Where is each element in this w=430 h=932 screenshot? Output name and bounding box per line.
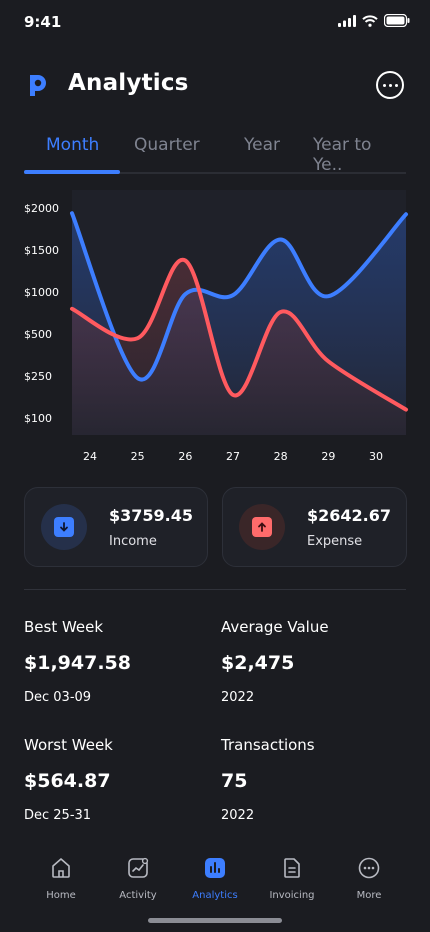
y-tick-label: $500	[24, 328, 52, 341]
active-tab-indicator	[24, 170, 120, 174]
nav-activity[interactable]: Activity	[98, 856, 178, 901]
tab-quarter[interactable]: Quarter	[134, 135, 200, 155]
nav-invoicing[interactable]: Invoicing	[252, 856, 332, 901]
expense-label: Expense	[307, 534, 363, 549]
invoice-icon	[284, 858, 300, 878]
expense-series-area	[72, 259, 406, 435]
nav-home-label: Home	[46, 890, 76, 901]
arrow-down-icon	[54, 517, 74, 537]
nav-analytics[interactable]: Analytics	[175, 856, 255, 901]
status-time: 9:41	[24, 13, 62, 31]
dot-icon	[382, 83, 386, 87]
activity-icon	[128, 857, 149, 878]
bottom-navigation: Home Activity Analytics Invoicing	[0, 848, 430, 918]
period-tabs: Month Quarter Year Year to Ye..	[24, 132, 406, 175]
worst-week-title: Worst Week	[24, 736, 113, 754]
best-week-range: Dec 03-09	[24, 690, 92, 705]
average-value-title: Average Value	[221, 618, 329, 636]
expense-amount: $2642.67	[307, 506, 392, 525]
dot-icon	[394, 83, 398, 87]
average-value: $2,475	[221, 652, 295, 674]
y-tick-label: $1500	[24, 244, 59, 257]
analytics-chart: $2000 $1500 $1000 $500 $250 $100 24 25 26 27 28 29…	[0, 190, 430, 480]
income-card[interactable]: $3759.45 Income	[24, 487, 208, 567]
transactions-year: 2022	[221, 808, 255, 823]
x-tick-label: 25	[131, 450, 145, 463]
y-tick-label: $1000	[24, 286, 59, 299]
dot-icon	[388, 83, 392, 87]
nav-activity-label: Activity	[119, 890, 157, 901]
app-logo-icon	[30, 75, 46, 96]
best-week-title: Best Week	[24, 618, 104, 636]
y-tick-label: $250	[24, 370, 52, 383]
tab-year[interactable]: Year	[244, 135, 280, 155]
expense-icon-bg	[239, 504, 285, 550]
income-amount: $3759.45	[109, 506, 194, 525]
y-tick-label: $100	[24, 412, 52, 425]
nav-more-label: More	[356, 890, 382, 901]
average-value-year: 2022	[221, 690, 255, 705]
x-tick-label: 24	[83, 450, 97, 463]
x-tick-label: 27	[226, 450, 240, 463]
best-week-value: $1,947.58	[24, 652, 131, 674]
expense-series-line	[70, 257, 408, 412]
nav-more[interactable]: More	[329, 856, 409, 901]
worst-week-range: Dec 25-31	[24, 808, 92, 823]
page-title: Analytics	[68, 70, 189, 96]
income-label: Income	[109, 534, 157, 549]
home-icon	[52, 858, 70, 878]
nav-invoicing-label: Invoicing	[269, 890, 315, 901]
analytics-icon	[205, 858, 225, 878]
nav-home[interactable]: Home	[21, 856, 101, 901]
transactions-value: 75	[221, 770, 248, 792]
expense-card[interactable]: $2642.67 Expense	[222, 487, 407, 567]
income-icon-bg	[41, 504, 87, 550]
status-icons	[338, 14, 410, 27]
nav-analytics-label: Analytics	[192, 890, 238, 901]
worst-week-value: $564.87	[24, 770, 111, 792]
transactions-title: Transactions	[221, 736, 315, 754]
tab-year-to-date[interactable]: Year to Ye..	[313, 135, 372, 175]
x-tick-label: 30	[369, 450, 383, 463]
tab-month[interactable]: Month	[46, 135, 100, 155]
x-tick-label: 28	[274, 450, 288, 463]
x-tick-label: 29	[321, 450, 335, 463]
income-series-line	[70, 211, 408, 382]
signal-icon	[338, 14, 356, 27]
chart-svg: $2000 $1500 $1000 $500 $250 $100 24 25 26 27 28 29…	[24, 190, 408, 463]
home-indicator	[148, 918, 282, 923]
more-options-button[interactable]	[376, 71, 404, 99]
more-icon	[358, 857, 380, 879]
arrow-up-icon	[252, 517, 272, 537]
x-tick-label: 26	[178, 450, 192, 463]
wifi-icon	[362, 14, 378, 27]
y-tick-label: $2000	[24, 202, 59, 215]
section-divider	[24, 589, 406, 590]
battery-icon	[384, 14, 410, 27]
